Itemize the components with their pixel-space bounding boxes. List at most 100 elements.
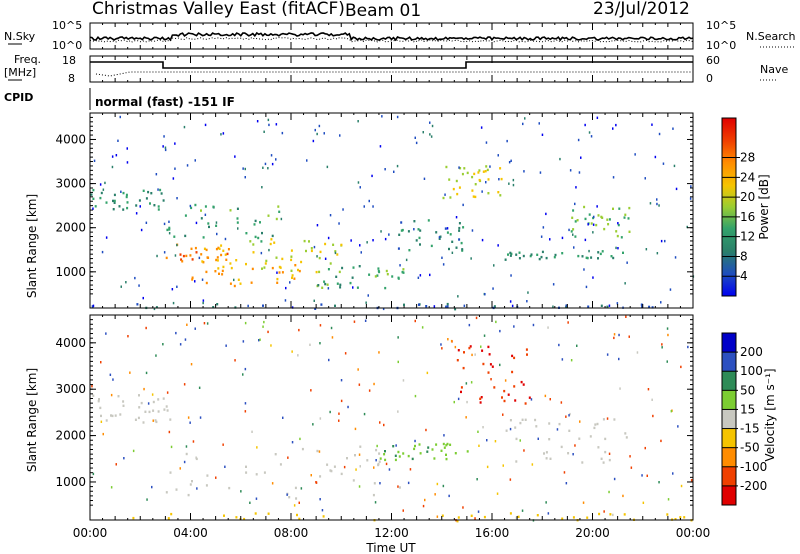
data-cell (135, 204, 138, 207)
noise-cell (132, 449, 135, 453)
data-cell (402, 268, 405, 271)
noise-cell (486, 439, 488, 442)
velocity-colorbar-tick-label: -100 (740, 460, 767, 474)
noise-cell (624, 282, 626, 285)
velocity-colorbar-label: Velocity [m s⁻¹] (763, 368, 777, 461)
data-cell (452, 187, 455, 191)
x-tick-label: 16:00 (475, 526, 510, 540)
power-frame (89, 112, 694, 309)
data-cell (323, 280, 326, 283)
noise-cell (615, 246, 617, 250)
data-cell (165, 491, 168, 494)
data-cell (346, 457, 348, 460)
noise-cell (613, 336, 615, 340)
data-cell (276, 281, 279, 284)
noise-cell (183, 383, 186, 386)
data-cell (275, 256, 278, 259)
noise-cell (162, 145, 164, 148)
data-cell (520, 380, 523, 384)
noise-cell (661, 346, 663, 349)
noise-cell (388, 468, 391, 471)
data-cell (511, 354, 514, 358)
data-cell (375, 448, 378, 452)
data-cell (291, 274, 294, 277)
noise-cell (139, 205, 141, 208)
data-cell (517, 515, 520, 518)
data-cell (558, 422, 561, 426)
data-cell (446, 302, 449, 306)
data-cell (152, 409, 155, 412)
data-cell (615, 230, 618, 233)
data-cell (229, 209, 232, 212)
data-cell (487, 192, 490, 195)
velocity-colorbar-tick-label: -200 (740, 479, 767, 493)
noise-cell (510, 159, 512, 162)
data-cell (245, 465, 247, 468)
noise-cell (573, 246, 575, 249)
noise-cell (434, 493, 436, 496)
noise-cell (644, 177, 646, 180)
noise-cell (162, 343, 164, 346)
noise-cell (477, 510, 480, 513)
power-colorbar-tick-label: 4 (740, 269, 748, 283)
noise-cell (402, 379, 405, 382)
noise-cell (506, 139, 508, 143)
noise-cell (393, 170, 395, 173)
cpid-panel: CPID normal (fast) -151 IF (4, 88, 235, 110)
noise-cell (526, 300, 528, 303)
data-cell (503, 399, 506, 403)
nsky-panel: N.Sky 10^5 10^0 10^5 10^0 N.Search (4, 19, 796, 52)
noise-cell (380, 230, 382, 233)
noise-cell (563, 471, 566, 474)
data-cell (392, 445, 395, 448)
noise-cell (616, 302, 619, 305)
noise-cell (195, 221, 198, 225)
velocity-ylabel: Slant Range [km] (25, 368, 39, 472)
data-cell (119, 413, 122, 416)
data-cell (431, 448, 434, 451)
data-cell (530, 253, 533, 256)
noise-cell (502, 464, 504, 467)
data-cell (439, 235, 442, 238)
noise-cell (619, 387, 621, 390)
data-cell (541, 250, 544, 254)
data-cell (586, 516, 589, 519)
noise-cell (319, 498, 321, 501)
data-cell (435, 443, 438, 446)
data-cell (419, 452, 422, 455)
data-cell (458, 226, 461, 230)
data-cell (462, 226, 465, 229)
data-cell (456, 520, 459, 523)
data-cell (318, 256, 321, 260)
data-cell (157, 208, 160, 211)
data-cell (587, 305, 590, 308)
data-cell (471, 189, 474, 192)
noise-cell (340, 399, 343, 403)
data-cell (514, 426, 517, 429)
noise-cell (286, 493, 288, 496)
data-cell (459, 167, 462, 170)
data-cell (524, 402, 527, 405)
y-tick-label: 4000 (55, 336, 86, 350)
noise-cell (647, 388, 650, 391)
noise-cell (155, 354, 157, 357)
noise-cell (626, 261, 628, 264)
noise-cell (359, 465, 361, 468)
noise-cell (261, 186, 263, 189)
data-cell (415, 239, 418, 242)
noise-cell (450, 339, 453, 343)
data-cell (233, 284, 236, 288)
data-cell (384, 450, 386, 453)
data-cell (92, 197, 95, 200)
noise-cell (383, 423, 385, 427)
data-cell (336, 282, 339, 285)
data-cell (220, 244, 223, 247)
data-cell (402, 452, 405, 455)
noise-cell (466, 400, 468, 404)
data-cell (518, 251, 521, 254)
noise-cell (470, 257, 472, 260)
noise-cell (470, 381, 473, 384)
noise-cell (199, 416, 202, 419)
data-cell (336, 253, 339, 256)
noise-cell (384, 168, 386, 171)
